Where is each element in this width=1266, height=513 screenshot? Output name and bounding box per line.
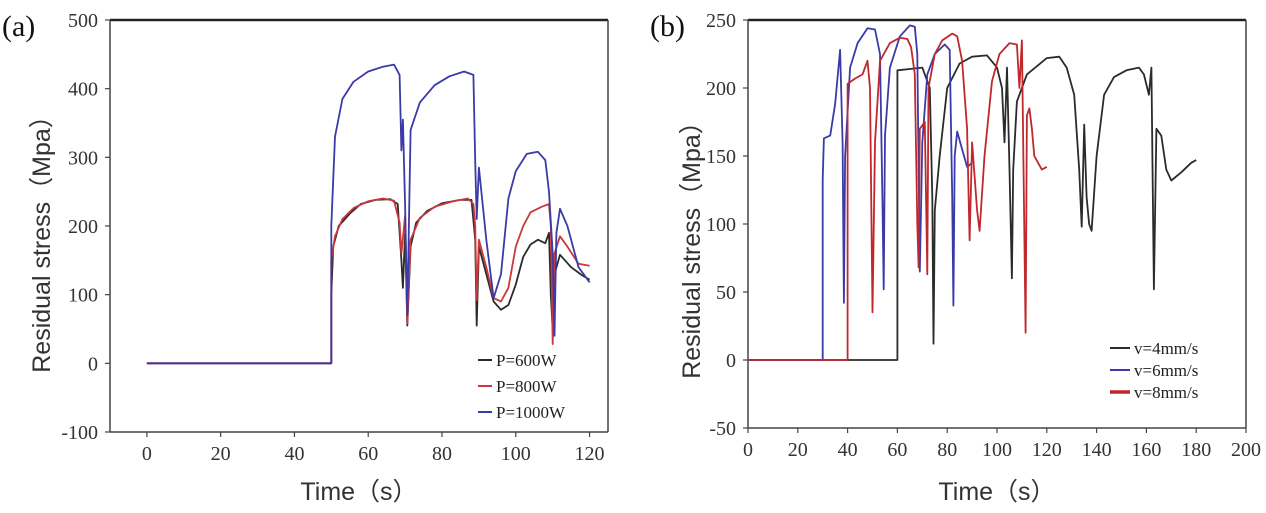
x-axis-title: Time（s）	[300, 478, 417, 506]
series-line-v-8mm-s	[748, 32, 1048, 361]
y-tick-label: 100	[706, 214, 736, 236]
y-tick-label: 400	[68, 79, 98, 101]
series-line-v-6mm-s	[748, 24, 973, 361]
x-tick-label: 200	[1231, 439, 1261, 461]
legend-label: v=4mm/s	[1134, 339, 1198, 358]
x-tick-label: 120	[1032, 439, 1062, 461]
x-tick-label: 140	[1082, 439, 1112, 461]
x-tick-label: 20	[211, 443, 231, 465]
x-tick-label: 40	[284, 443, 304, 465]
x-tick-label: 60	[358, 443, 378, 465]
x-axis-title: Time（s）	[938, 478, 1055, 506]
y-tick-label: -50	[709, 418, 736, 440]
panel-label-b: (b)	[650, 10, 685, 43]
x-tick-label: 0	[142, 443, 152, 465]
series-line-v-4mm-s	[748, 54, 1197, 361]
x-tick-label: 100	[982, 439, 1012, 461]
y-tick-label: 100	[68, 285, 98, 307]
y-tick-label: 0	[88, 353, 98, 375]
y-axis-title: Residual stress（Mpa）	[28, 103, 56, 373]
x-tick-label: 100	[501, 443, 531, 465]
chart-a: 0 20 40 60 80 100 120 -100 0 100 200 300 400 500 Time（…	[28, 10, 609, 506]
x-tick-label: 40	[838, 439, 858, 461]
y-tick-label: 500	[68, 10, 98, 32]
series-line-p-1000w	[146, 63, 591, 365]
y-tick-label: 0	[726, 350, 736, 372]
x-tick-label: 80	[432, 443, 452, 465]
series-line-p-600w	[146, 198, 591, 365]
y-axis-title: Residual stress（Mpa）	[678, 109, 706, 379]
x-tick-label: 120	[575, 443, 605, 465]
y-tick-label: 200	[706, 78, 736, 100]
y-tick-label: 50	[716, 282, 736, 304]
chart-b: 0 20 40 60 80 100 120 140 160 180 200 -50 0 50 100 150 2…	[678, 10, 1261, 506]
legend-label: v=6mm/s	[1134, 361, 1198, 380]
legend-label: v=8mm/s	[1134, 383, 1198, 402]
y-tick-label: 150	[706, 146, 736, 168]
x-tick-label: 0	[743, 439, 753, 461]
y-tick-label: 200	[68, 216, 98, 238]
legend-label: P=800W	[496, 377, 558, 396]
legend-label: P=1000W	[496, 403, 566, 422]
x-tick-label: 60	[887, 439, 907, 461]
x-tick-label: 180	[1181, 439, 1211, 461]
y-tick-label: 250	[706, 10, 736, 32]
legend-label: P=600W	[496, 351, 558, 370]
x-tick-label: 80	[937, 439, 957, 461]
y-tick-label: 300	[68, 147, 98, 169]
x-tick-label: 20	[788, 439, 808, 461]
series-line-p-800w	[146, 197, 590, 365]
x-tick-label: 160	[1131, 439, 1161, 461]
panel-label-a: (a)	[2, 10, 35, 43]
y-tick-label: -100	[61, 422, 98, 444]
